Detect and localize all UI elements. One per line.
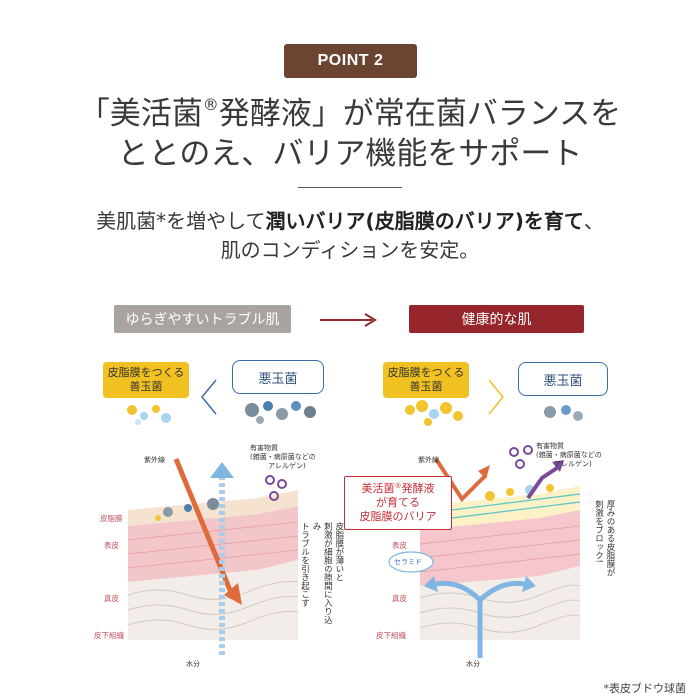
headline-line-2: ととのえ、バリア機能をサポート (117, 136, 583, 172)
divider (298, 187, 402, 188)
right-good-germ-label: 皮脂膜をつくる 善玉菌 (383, 362, 469, 398)
left-bad-germ-cluster (245, 401, 316, 424)
left-layer-dermis-label: 真皮 (104, 594, 119, 603)
ceramide-label: セラミド (394, 558, 422, 566)
right-layer-subcutis-label: 皮下組織 (376, 631, 406, 640)
transition-arrow-icon (320, 313, 377, 327)
ceramide-badge (388, 551, 434, 573)
left-uv-arrow-icon (173, 458, 242, 605)
subline-line-2: 肌のコンディションを安定。 (220, 238, 480, 262)
left-uv-label: 紫外線 (144, 456, 165, 464)
right-uv-label: 紫外線 (418, 456, 439, 464)
right-uv-arrow-icon (434, 457, 490, 503)
left-good-germ-label: 皮脂膜をつくる 善玉菌 (103, 362, 189, 398)
left-harmful-icon (265, 475, 287, 501)
left-water-arrow-icon (210, 462, 234, 655)
right-bad-germ-label: 悪玉菌 (518, 362, 608, 396)
right-harmful-arrow-icon (509, 445, 564, 500)
footnote: *表皮ブドウ球菌 (603, 682, 687, 695)
right-harmful-label: 有害物質 (雑菌・病原菌などの アレルゲン) (536, 442, 602, 468)
left-good-germ-cluster (127, 405, 171, 425)
right-layer-dermis-label: 真皮 (392, 594, 407, 603)
headline-line-1: 「美活菌®発酵液」が常在菌バランスを (78, 95, 622, 132)
right-side-note: 厚みのある皮脂膜が 刺激をブロック! (593, 500, 615, 577)
sebum-barrier-callout: 美活菌®発酵液 が育てる 皮脂膜のバリア (344, 476, 452, 530)
left-layer-subcutis-label: 皮下組織 (94, 631, 124, 640)
left-layer-sebum-label: 皮脂膜 (100, 514, 123, 523)
left-state-label: ゆらぎやすいトラブル肌 (114, 305, 291, 333)
right-layer-epidermis-label: 表皮 (392, 541, 407, 550)
left-harmful-label: 有害物質 (雑菌・病原菌などの アレルゲン) (250, 444, 316, 470)
left-chevron-icon (201, 379, 217, 415)
right-state-label: 健康的な肌 (409, 305, 584, 333)
subline-line-1: 美肌菌*を増やして潤いバリア(皮脂膜のバリア)を育て、 (96, 209, 604, 233)
left-side-note: 皮脂膜が薄いと 刺激が細胞の隙間に入り込み トラブルを引き起こす (299, 522, 344, 624)
right-good-germ-cluster (405, 400, 463, 426)
right-bad-germ-cluster (544, 405, 583, 421)
left-bad-germ-label: 悪玉菌 (232, 360, 324, 394)
right-water-label: 水分 (466, 660, 480, 668)
left-water-label: 水分 (186, 660, 200, 668)
left-layer-epidermis-label: 表皮 (104, 541, 119, 550)
point-badge: POINT 2 (284, 44, 417, 78)
right-water-arrow-icon (424, 576, 536, 658)
right-chevron-icon (488, 379, 504, 415)
